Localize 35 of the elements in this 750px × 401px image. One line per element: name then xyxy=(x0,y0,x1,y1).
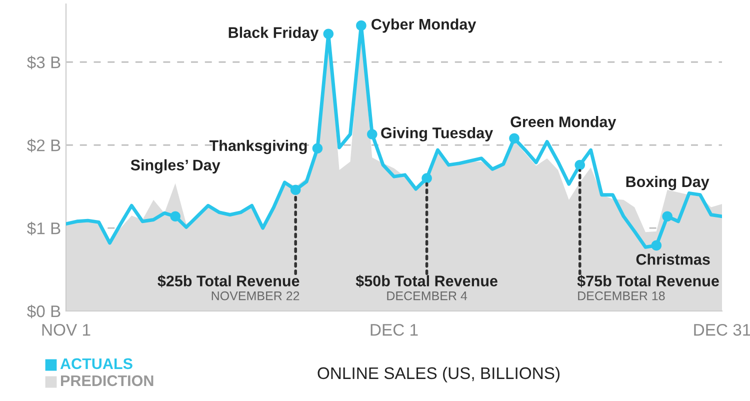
annotation: NOVEMBER 22 xyxy=(212,291,300,300)
annotation: Singles’ Day xyxy=(130,159,220,174)
annotation: Thanksgiving xyxy=(209,140,307,154)
annotation: $75b Total Revenue xyxy=(577,274,719,288)
point xyxy=(323,28,334,40)
annotation: Black Friday xyxy=(228,26,319,41)
annotation: DECEMBER 4 xyxy=(387,291,468,300)
annotation: $25b Total Revenue xyxy=(158,274,300,288)
point xyxy=(662,211,672,222)
annotation: Christmas xyxy=(636,254,710,265)
annotation: Boxing Day xyxy=(626,176,710,190)
annotation: DECEMBER 18 xyxy=(578,291,665,300)
point xyxy=(290,184,301,196)
point xyxy=(422,173,432,184)
legend-label: ACTUALS xyxy=(60,358,132,370)
point xyxy=(651,240,662,251)
point xyxy=(574,160,586,170)
annotation: $50b Total Revenue xyxy=(356,274,498,288)
y-tick-label: $1 B xyxy=(27,222,60,236)
x-tick-label: DEC 31 xyxy=(694,324,750,336)
y-tick-label: $3 B xyxy=(27,56,60,70)
annotation: Cyber Monday xyxy=(372,18,476,33)
point xyxy=(509,133,520,144)
point xyxy=(356,20,366,31)
x-tick-label: NOV 1 xyxy=(42,324,90,336)
y-tick-label: $2 B xyxy=(27,138,60,152)
x-tick-label: DEC 1 xyxy=(370,324,418,336)
legend-label: PREDICTION xyxy=(61,375,154,386)
annotation: Giving Tuesday xyxy=(381,127,494,142)
point xyxy=(366,129,378,140)
annotation: Green Monday xyxy=(510,116,616,130)
point xyxy=(170,211,180,222)
text: ONLINE SALES (US, BILLIONS) xyxy=(318,366,560,382)
y-tick-label: $0 B xyxy=(27,304,60,318)
point xyxy=(312,143,323,154)
